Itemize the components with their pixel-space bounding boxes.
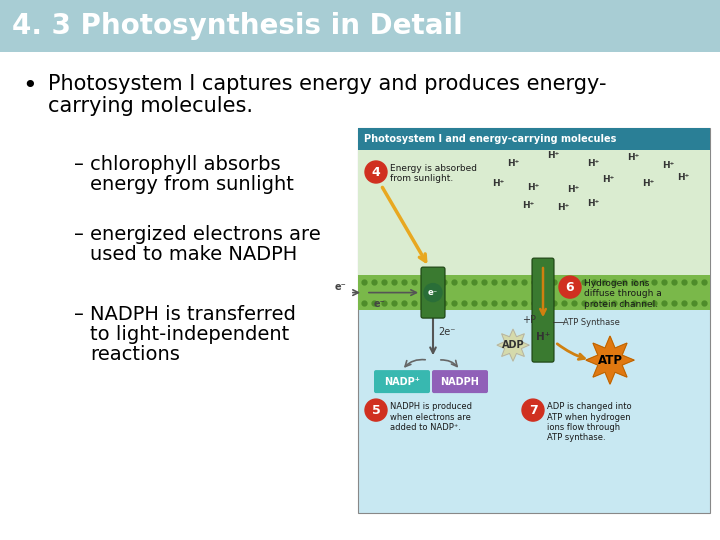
Text: H⁺: H⁺: [492, 179, 504, 187]
Text: energy from sunlight: energy from sunlight: [90, 175, 294, 194]
Text: Photosystem I captures energy and produces energy-: Photosystem I captures energy and produc…: [48, 74, 606, 94]
FancyBboxPatch shape: [358, 128, 710, 150]
Text: Hydrogen ions
diffuse through a
protein channel.: Hydrogen ions diffuse through a protein …: [584, 279, 662, 309]
Text: chlorophyll absorbs: chlorophyll absorbs: [90, 155, 281, 174]
Text: e⁻: e⁻: [374, 299, 386, 308]
Text: 5: 5: [372, 403, 380, 416]
Text: •: •: [22, 74, 37, 98]
Text: e⁻: e⁻: [428, 288, 438, 297]
Text: carrying molecules.: carrying molecules.: [48, 96, 253, 116]
Text: ADP is changed into
ATP when hydrogen
ions flow through
ATP synthase.: ADP is changed into ATP when hydrogen io…: [547, 402, 631, 442]
Polygon shape: [497, 329, 529, 361]
FancyBboxPatch shape: [532, 258, 554, 362]
Text: used to make NADPH: used to make NADPH: [90, 245, 297, 264]
Text: –: –: [74, 155, 84, 174]
Text: H⁺: H⁺: [642, 179, 654, 188]
Text: ATP Synthase: ATP Synthase: [563, 318, 620, 327]
FancyBboxPatch shape: [421, 267, 445, 318]
FancyBboxPatch shape: [0, 0, 720, 52]
Text: 4. 3 Photosynthesis in Detail: 4. 3 Photosynthesis in Detail: [12, 12, 463, 40]
Circle shape: [365, 399, 387, 421]
Text: H⁺: H⁺: [536, 332, 550, 342]
Text: NADPH: NADPH: [441, 376, 480, 387]
Circle shape: [522, 399, 544, 421]
FancyBboxPatch shape: [432, 370, 488, 393]
FancyBboxPatch shape: [358, 275, 710, 310]
Text: ATP: ATP: [598, 354, 623, 367]
Text: 7: 7: [528, 403, 537, 416]
Text: Photosystem I and energy-carrying molecules: Photosystem I and energy-carrying molecu…: [364, 134, 616, 144]
Text: H⁺: H⁺: [522, 201, 534, 211]
Circle shape: [559, 276, 581, 298]
FancyBboxPatch shape: [358, 128, 710, 513]
Text: H⁺: H⁺: [567, 186, 579, 194]
Text: H⁺: H⁺: [662, 161, 674, 171]
Text: NADPH is produced
when electrons are
added to NADP⁺.: NADPH is produced when electrons are add…: [390, 402, 472, 432]
FancyBboxPatch shape: [358, 128, 710, 305]
Text: –: –: [74, 225, 84, 244]
Text: NADPH is transferred: NADPH is transferred: [90, 305, 296, 324]
Text: H⁺: H⁺: [527, 184, 539, 192]
Text: 2e⁻: 2e⁻: [438, 327, 455, 337]
FancyBboxPatch shape: [374, 370, 430, 393]
Text: H⁺: H⁺: [507, 159, 519, 168]
Text: H⁺: H⁺: [587, 199, 599, 208]
Text: energized electrons are: energized electrons are: [90, 225, 320, 244]
Text: Energy is absorbed
from sunlight.: Energy is absorbed from sunlight.: [390, 164, 477, 184]
FancyBboxPatch shape: [0, 52, 720, 540]
Circle shape: [424, 284, 442, 302]
Text: H⁺: H⁺: [557, 204, 569, 213]
Text: H⁺: H⁺: [627, 153, 639, 163]
Polygon shape: [586, 336, 634, 384]
Text: H⁺: H⁺: [677, 173, 689, 183]
Text: H⁺: H⁺: [602, 176, 614, 185]
Text: ADP: ADP: [502, 340, 524, 350]
Text: e⁻: e⁻: [334, 281, 346, 292]
Text: NADP⁺: NADP⁺: [384, 376, 420, 387]
Text: 4: 4: [372, 165, 380, 179]
Text: H⁺: H⁺: [547, 152, 559, 160]
Text: +P: +P: [522, 315, 536, 325]
Text: to light-independent: to light-independent: [90, 325, 289, 344]
Text: –: –: [74, 305, 84, 324]
Circle shape: [365, 161, 387, 183]
Text: reactions: reactions: [90, 345, 180, 364]
Text: H⁺: H⁺: [587, 159, 599, 168]
Text: 6: 6: [566, 281, 575, 294]
